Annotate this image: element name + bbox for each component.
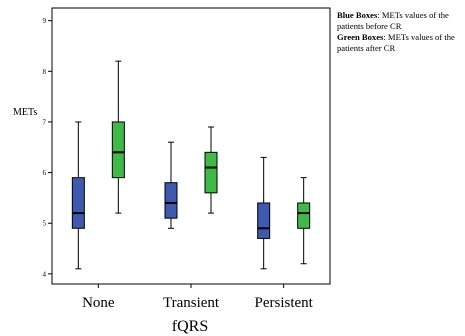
iqr-box <box>257 202 271 239</box>
x-tick-label: None <box>82 295 115 311</box>
legend-green-title: Green Boxes <box>337 32 384 42</box>
legend-blue-title: Blue Boxes <box>337 10 378 20</box>
box-plot-item <box>257 156 271 270</box>
x-tick-label: Persistent <box>254 295 313 311</box>
x-axis: None Transient Persistent <box>82 284 314 311</box>
iqr-box <box>111 121 125 179</box>
box-plot-item <box>297 177 311 265</box>
iqr-box <box>297 202 311 229</box>
box-plot-item <box>164 141 178 229</box>
y-axis: 4 5 6 7 8 9 <box>43 17 52 278</box>
y-tick-label: 6 <box>43 169 47 177</box>
box-plot-item <box>71 121 85 270</box>
plot-area-frame <box>51 7 331 285</box>
iqr-box <box>164 182 178 219</box>
y-tick-label: 7 <box>43 118 47 126</box>
box-plot-item <box>111 60 125 214</box>
y-tick-label: 8 <box>43 68 47 76</box>
legend: Blue Boxes: METs values of the patients … <box>337 10 465 54</box>
x-tick-label: Transient <box>163 295 220 311</box>
iqr-box <box>204 151 218 194</box>
y-tick-label: 5 <box>43 220 47 228</box>
y-axis-label: METs <box>13 107 37 118</box>
legend-blue-text: : METs values of the patients before CR <box>337 10 449 31</box>
y-tick-label: 9 <box>43 17 47 25</box>
boxes <box>71 60 311 270</box>
box-plot-item <box>204 126 218 214</box>
y-tick-label: 4 <box>43 270 47 278</box>
iqr-box <box>71 177 85 229</box>
x-axis-label: fQRS <box>172 318 208 335</box>
legend-green-text: : METs values of the patients after CR <box>337 32 455 53</box>
